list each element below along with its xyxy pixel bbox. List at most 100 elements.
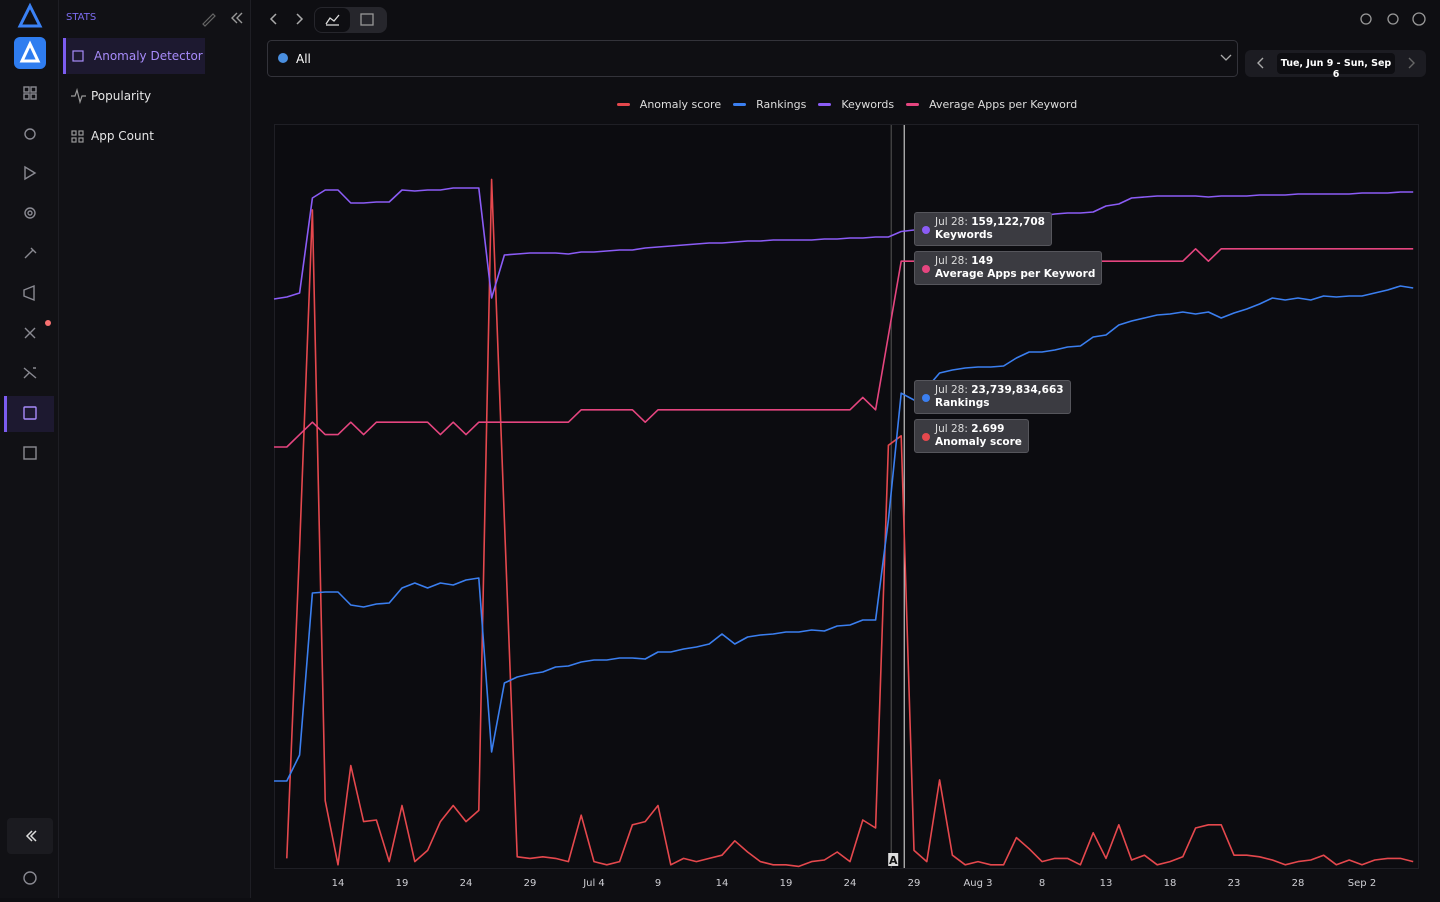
nav-icon[interactable] (24, 165, 37, 181)
rail-icons (4, 2, 54, 885)
legend-swatch (733, 103, 747, 106)
legend: Anomaly score Rankings Keywords Average App… (267, 98, 1427, 111)
series-line (286, 178, 1414, 868)
legend-item: Average Apps per Keyword (906, 98, 1077, 111)
nav-icon[interactable] (23, 446, 37, 460)
tooltip: Jul 28: 159,122,708 Keywords (914, 212, 1052, 246)
dropdown-arrow (1220, 54, 1232, 61)
tooltip-date: Jul 28: (935, 255, 968, 267)
tooltip-date: Jul 28: (935, 216, 968, 228)
globe-icon (278, 53, 288, 63)
tooltip-series: Rankings (935, 397, 990, 409)
back-button[interactable] (269, 13, 277, 25)
x-tick-label: 9 (655, 878, 661, 889)
sidebar-tools (202, 12, 243, 27)
help-button[interactable] (1412, 12, 1426, 26)
active-nav-bg (4, 396, 54, 432)
nav-icon[interactable] (24, 128, 36, 140)
nav-icon[interactable] (23, 284, 35, 302)
legend-label: Keywords (841, 98, 895, 111)
x-tick-label: 13 (1100, 878, 1113, 889)
refresh-button[interactable] (1360, 13, 1372, 25)
legend-label: Average Apps per Keyword (929, 98, 1078, 111)
x-tick-label: Sep 2 (1348, 878, 1376, 889)
tooltip-date: Jul 28: (935, 423, 968, 435)
collapse-icon (25, 830, 37, 842)
x-tick-label: 29 (908, 878, 921, 889)
tooltip-line: Jul 28: 159,122,708 (935, 216, 1045, 229)
nav-item[interactable]: App Count (91, 129, 154, 143)
section-title: STATS (66, 12, 97, 23)
annotation-badge (888, 853, 899, 866)
x-tick-label: 14 (332, 878, 345, 889)
date-range-label-bg (1277, 53, 1395, 74)
x-tick-label: 19 (780, 878, 793, 889)
edit-icon[interactable] (202, 13, 216, 27)
prev-range[interactable] (1257, 57, 1264, 69)
x-tick-label: Aug 3 (963, 878, 992, 889)
x-tick-label: 19 (396, 878, 409, 889)
tooltip-value: 2.699 (971, 423, 1005, 435)
tooltip-series: Average Apps per Keyword (935, 268, 1096, 280)
settings-button[interactable] (1387, 13, 1399, 25)
x-tick-label: 28 (1292, 878, 1305, 889)
x-tick-label: Jul 4 (582, 878, 605, 889)
filter-value: All (296, 52, 311, 66)
nav-item[interactable]: Popularity (91, 89, 152, 103)
x-tick-label: 14 (716, 878, 729, 889)
next-range[interactable] (1408, 57, 1415, 69)
nav-icon[interactable] (24, 207, 36, 219)
filter-select[interactable] (267, 40, 1238, 77)
series-line (274, 285, 1414, 782)
tooltip-value: 159,122,708 (971, 216, 1045, 228)
plot-area (274, 124, 1419, 869)
tooltip: Jul 28: 149 Average Apps per Keyword (914, 251, 1103, 285)
x-tick-label: 23 (1228, 878, 1241, 889)
annotation-label: A (889, 854, 898, 867)
tooltip-series: Anomaly score (935, 436, 1022, 448)
tooltip-line: Jul 28: 2.699 (935, 423, 1022, 436)
nav-icon[interactable] (23, 406, 37, 420)
tooltip-line: Jul 28: 23,739,834,663 (935, 384, 1064, 397)
tooltip-value: 23,739,834,663 (971, 384, 1064, 396)
legend-item: Rankings (733, 98, 806, 111)
legend-label: Rankings (756, 98, 807, 111)
tooltip: Jul 28: 2.699 Anomaly score (914, 419, 1029, 453)
legend-swatch (616, 103, 630, 106)
legend-swatch (906, 103, 920, 106)
active-indicator (4, 396, 7, 432)
tooltip: Jul 28: 23,739,834,663 Rankings (914, 380, 1071, 414)
app-logo (19, 40, 41, 63)
nav-icons (71, 50, 86, 143)
nav-icon[interactable] (24, 327, 36, 339)
collapse-icon[interactable] (231, 12, 243, 24)
tooltip-dot (922, 265, 930, 273)
tooltip-date: Jul 28: (935, 384, 968, 396)
x-tick-label: 29 (524, 878, 537, 889)
x-tick-label: 24 (844, 878, 857, 889)
series-line (274, 248, 1414, 448)
x-tick-label: 8 (1039, 878, 1045, 889)
user-icon[interactable] (23, 871, 37, 885)
legend-item: Anomaly score (616, 98, 722, 111)
logo (17, 2, 43, 28)
legend-swatch (818, 103, 832, 106)
tooltip-dot (922, 394, 930, 402)
nav-item[interactable]: Anomaly Detector (63, 38, 205, 74)
forward-button[interactable] (296, 13, 304, 25)
date-range: Tue, Jun 9 - Sun, Sep 6 (1280, 58, 1392, 80)
icon-rail (0, 0, 59, 898)
legend-label: Anomaly score (639, 98, 722, 111)
tooltip-line: Jul 28: 149 (935, 255, 1095, 268)
tooltip-dot (922, 433, 930, 441)
series-line (273, 187, 1414, 300)
nav-icon[interactable] (24, 247, 37, 259)
main-chrome (267, 7, 1426, 77)
nav-icon[interactable] (23, 367, 37, 379)
map-view-button[interactable] (360, 13, 374, 26)
nav-icon[interactable] (23, 86, 30, 93)
x-tick-label: 24 (460, 878, 473, 889)
x-tick-label: 18 (1164, 878, 1177, 889)
